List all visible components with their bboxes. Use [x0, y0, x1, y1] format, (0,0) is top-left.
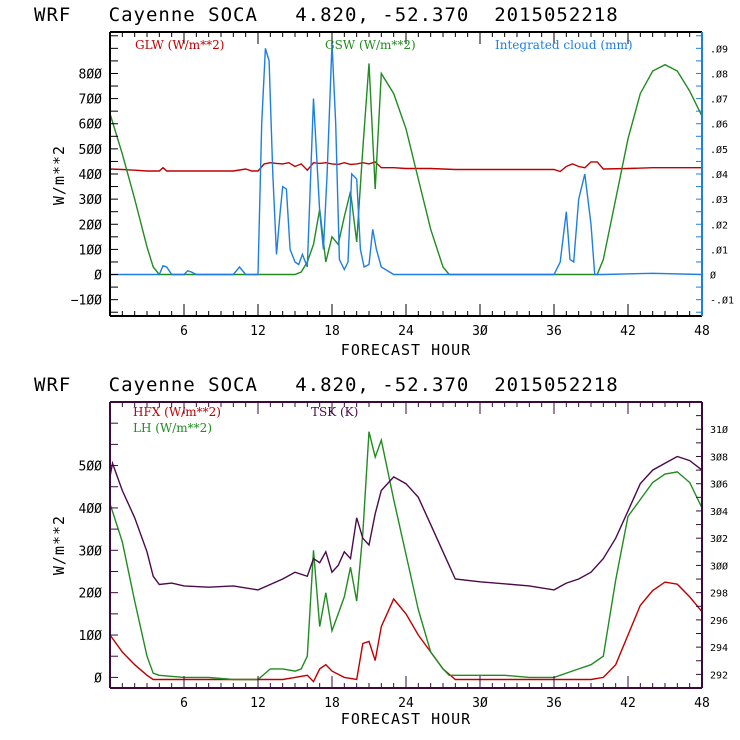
bottom-y-tick-label: 1ØØ	[79, 629, 103, 644]
top-x-tick-label: 12	[250, 324, 266, 339]
bottom-x-tick-label: 48	[694, 696, 710, 711]
legend-glw: GLW (W/m**2)	[135, 38, 224, 52]
bottom-y2-tick-label: 298	[710, 589, 728, 600]
bottom-x-tick-label: 12	[250, 696, 266, 711]
bottom-y2-tick-label: 296	[710, 616, 728, 627]
top-x-axis-label: FORECAST HOUR	[341, 341, 471, 359]
top-chart: 6 12 18 24 3Ø 36 42 48 −1ØØ Ø 1ØØ 2ØØ 3ØØ 4ØØ 5ØØ 6ØØ 7Ø…	[50, 31, 734, 359]
bottom-y2-tick-label: 3ØØ	[710, 560, 728, 572]
top-y-tick-label: 3ØØ	[79, 193, 103, 208]
bottom-y2-tick-label: 292	[710, 670, 728, 681]
bottom-x-tick-label: 42	[620, 696, 636, 711]
top-y-tick-label: 5ØØ	[79, 143, 103, 158]
top-y-tick-label: 2ØØ	[79, 218, 103, 233]
top-x-tick-label: 3Ø	[472, 324, 488, 339]
bottom-y2-tick-label: 31Ø	[710, 424, 728, 436]
top-x-tick-label: 18	[324, 324, 340, 339]
top-y-tick-label: 6ØØ	[79, 118, 103, 133]
top-y2-tick-label: .Ø3	[710, 194, 728, 206]
top-x-tick-label: 48	[694, 324, 710, 339]
top-x-tick-label: 6	[180, 324, 188, 339]
bottom-y-tick-label: 3ØØ	[79, 544, 103, 559]
top-y2-tick-label: .Ø2	[710, 219, 728, 231]
bottom-series-hfx-line	[109, 581, 703, 683]
top-y-tick-label: 7ØØ	[79, 93, 103, 108]
bottom-y2-tick-label: 3Ø2	[710, 533, 728, 545]
top-y2-tick-label: .Ø7	[710, 94, 728, 106]
top-y2-tick-label: .Ø8	[710, 68, 728, 80]
top-y2-tick-label: .Ø1	[710, 244, 728, 256]
bottom-x-tick-label: 36	[546, 696, 562, 711]
bottom-series-lh-line	[109, 431, 703, 681]
top-series-gsw-line	[109, 63, 703, 276]
top-x-tick-label: 24	[398, 324, 414, 339]
bottom-series-tsk-line	[109, 455, 703, 591]
top-series-glw-line	[109, 161, 702, 173]
top-y2-tick-label: .Ø6	[710, 119, 728, 131]
bottom-y-axis-label: W/m**2	[50, 515, 68, 575]
top-y-tick-label: 1ØØ	[79, 243, 103, 258]
bottom-y-tick-label: 4ØØ	[79, 502, 103, 517]
legend-lh: LH (W/m**2)	[133, 421, 212, 435]
bottom-x-tick-label: 18	[324, 696, 340, 711]
bottom-y2-tick-label: 3Ø6	[710, 479, 728, 491]
top-y2-tick-label: .Ø5	[710, 144, 728, 156]
bottom-x-tick-label: 3Ø	[472, 696, 488, 711]
top-y2-tick-label: Ø	[710, 270, 716, 282]
top-y2-tick-label: .Ø4	[710, 169, 728, 181]
bottom-x-axis-label: FORECAST HOUR	[341, 710, 471, 728]
bottom-y2-tick-label: 3Ø8	[710, 451, 728, 463]
bottom-y-tick-label: 2ØØ	[79, 587, 103, 602]
top-y-tick-label: 8ØØ	[79, 67, 103, 82]
bottom-y2-tick-label: 294	[710, 643, 728, 654]
top-y2-tick-label: -.Ø1	[710, 295, 734, 307]
bottom-chart: 6 12 18 24 3Ø 36 42 48 Ø 1ØØ 2ØØ 3ØØ 4ØØ 5ØØ 292 294 296…	[50, 401, 728, 728]
top-y-tick-label: 4ØØ	[79, 168, 103, 183]
legend-gsw: GSW (W/m**2)	[325, 38, 416, 52]
top-y2-tick-label: .Ø9	[710, 43, 728, 55]
bottom-y-tick-label: 5ØØ	[79, 460, 103, 475]
legend-hfx: HFX (W/m**2)	[133, 405, 221, 419]
chart-title-top: WRF Cayenne SOCA 4.820, -52.370 20150522…	[34, 4, 619, 26]
top-y-axis-label: W/m**2	[50, 145, 68, 205]
chart-title-bottom: WRF Cayenne SOCA 4.820, -52.370 20150522…	[34, 374, 619, 396]
top-x-tick-label: 42	[620, 324, 636, 339]
bottom-y-tick-label: Ø	[94, 671, 102, 686]
legend-cloud: Integrated cloud (mm)	[495, 38, 633, 52]
top-x-tick-label: 36	[546, 324, 562, 339]
top-y-tick-label: Ø	[94, 269, 102, 284]
bottom-x-tick-label: 24	[398, 696, 414, 711]
bottom-x-tick-label: 6	[180, 696, 188, 711]
bottom-y2-tick-label: 3Ø4	[710, 506, 728, 518]
legend-tsk: TSK (K)	[311, 405, 358, 419]
top-y-tick-label: −1ØØ	[71, 294, 102, 309]
top-series-integrated-line	[110, 43, 703, 276]
